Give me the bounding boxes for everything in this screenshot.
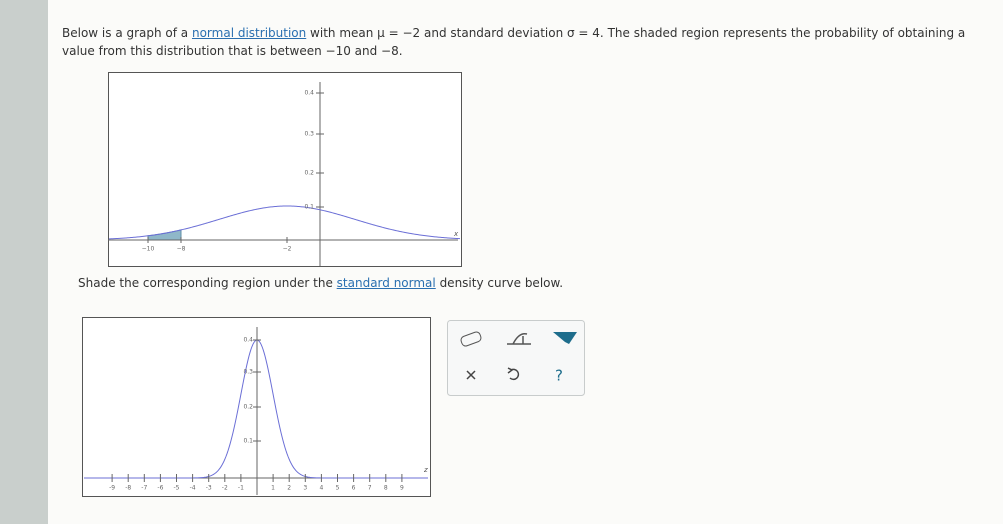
region-tool[interactable] — [507, 332, 531, 345]
x-tick-label: -5 — [174, 485, 180, 492]
x-tick-label: 7 — [368, 485, 372, 492]
y-tick-label: 0.3 — [304, 131, 314, 138]
x-tick-label: −10 — [142, 246, 155, 253]
x-tick-label: -9 — [109, 485, 115, 492]
x-tick-label: −2 — [283, 246, 292, 253]
text: density curve below. — [435, 276, 564, 290]
axis-label: z — [423, 466, 428, 474]
toolbar: ? — [447, 320, 585, 396]
x-tick-label: 3 — [303, 485, 307, 492]
help-button[interactable]: ? — [555, 367, 563, 385]
x-tick-label: 8 — [384, 485, 388, 492]
x-tick-label: -1 — [238, 485, 244, 492]
link[interactable]: normal distribution — [191, 26, 307, 40]
eraser-tool[interactable] — [460, 331, 482, 347]
x-tick-label: −8 — [177, 246, 186, 253]
y-tick-label: 0.1 — [243, 438, 253, 445]
fill-tool[interactable] — [553, 332, 577, 344]
intro-text: Below is a graph of a normal distributio… — [62, 24, 972, 60]
x-tick-label: -2 — [222, 485, 228, 492]
y-tick-label: 0.1 — [304, 204, 314, 211]
axis-label: x — [453, 230, 459, 238]
y-tick-label: 0.2 — [243, 404, 253, 411]
x-tick-label: 5 — [336, 485, 340, 492]
y-tick-label: 0.3 — [243, 369, 253, 376]
graph-1: 0.4 0.3 0.2 0.1 −10 −8 −2 x — [108, 72, 462, 267]
toolbar-frame — [447, 320, 585, 396]
text: with mean μ = −2 and standard deviation … — [62, 26, 966, 58]
instruction-text: Shade the corresponding region under the… — [78, 274, 563, 292]
x-tick-label: -8 — [125, 485, 131, 492]
density-curve — [108, 205, 461, 240]
y-tick-label: 0.4 — [304, 90, 314, 97]
clear-button[interactable] — [466, 370, 476, 380]
x-tick-label: 6 — [352, 485, 356, 492]
link[interactable]: standard normal — [336, 276, 436, 290]
x-tick-label: -3 — [206, 485, 212, 492]
y-tick-label: 0.2 — [304, 170, 314, 177]
left-strip — [0, 0, 48, 524]
x-tick-label: 2 — [287, 485, 291, 492]
x-tick-label: 1 — [271, 485, 275, 492]
x-tick-label: -6 — [157, 485, 163, 492]
x-tick-label: -4 — [190, 485, 196, 492]
text: Shade the corresponding region under the — [78, 276, 337, 290]
x-tick-label: -7 — [141, 485, 147, 492]
graph-2[interactable]: 0.4 0.3 0.2 0.1 -9 -8 -7 -6 -5 -4 -3 -2 -1 1 2 3 4 5 6 7 8 9 z — [82, 317, 431, 497]
x-tick-label: 9 — [400, 485, 404, 492]
text: Below is a graph of a — [62, 26, 192, 40]
undo-button[interactable] — [507, 367, 520, 381]
x-tick-label: 4 — [319, 485, 323, 492]
y-tick-label: 0.4 — [243, 337, 253, 344]
